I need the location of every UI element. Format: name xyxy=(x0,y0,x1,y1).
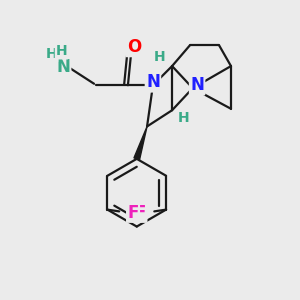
Text: H: H xyxy=(56,44,68,58)
Text: F: F xyxy=(135,204,146,222)
Text: H: H xyxy=(178,112,189,125)
Text: N: N xyxy=(56,58,70,76)
Text: H: H xyxy=(154,50,166,64)
Polygon shape xyxy=(134,126,147,160)
Text: O: O xyxy=(127,38,141,56)
Text: H: H xyxy=(46,47,57,61)
Text: N: N xyxy=(190,76,204,94)
Text: F: F xyxy=(128,204,139,222)
Text: N: N xyxy=(146,73,160,91)
